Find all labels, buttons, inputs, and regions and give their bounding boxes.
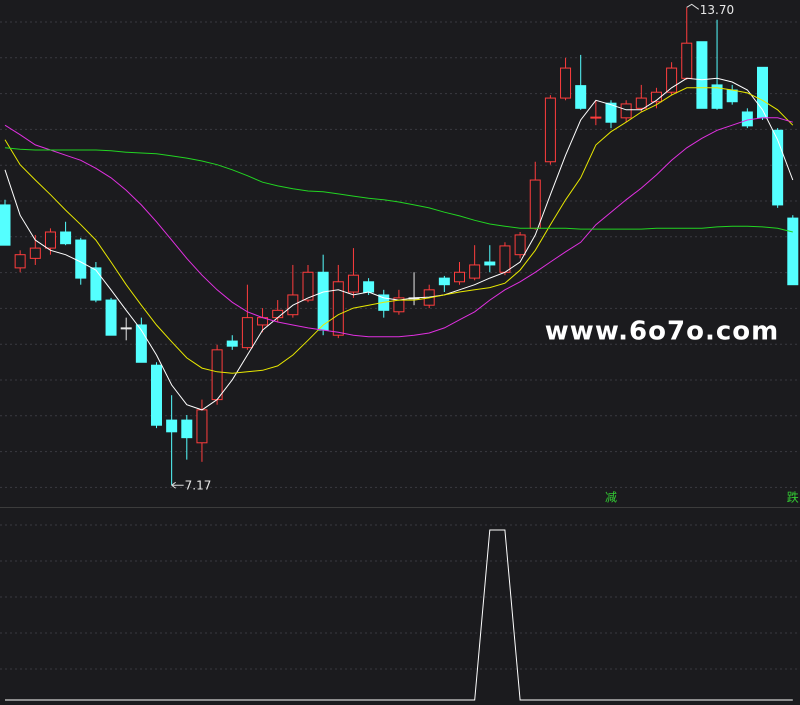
candle-body — [575, 85, 587, 109]
candle-body — [620, 103, 632, 119]
candle-body — [787, 217, 799, 286]
candle-body — [696, 41, 708, 109]
candle-body — [363, 281, 375, 293]
signal-annotation: 减 — [605, 491, 617, 505]
candle-body — [29, 247, 41, 259]
ma-line — [4, 87, 794, 374]
candle-body — [211, 349, 223, 401]
indicator-line — [5, 529, 793, 701]
candle-body — [105, 299, 117, 336]
candle-body — [75, 239, 87, 279]
candle-body — [605, 102, 617, 123]
signal-annotation: 跌 — [787, 490, 799, 505]
high-pointer — [686, 3, 700, 10]
candle-body — [469, 264, 481, 279]
candle-body — [560, 67, 572, 99]
candle-body — [347, 274, 359, 293]
candle-body — [226, 340, 238, 347]
candle-body — [90, 267, 102, 301]
candle-body — [196, 409, 208, 444]
high-label: 13.70 — [700, 3, 734, 17]
candle-body — [241, 317, 253, 349]
candle-body — [120, 327, 132, 330]
candle-body — [726, 89, 738, 103]
candle-body — [0, 204, 11, 246]
candle-body — [302, 271, 314, 301]
candle-body — [151, 364, 162, 426]
watermark: www.6o7o.com — [545, 317, 779, 347]
candle-body — [772, 129, 784, 206]
candle-body — [514, 234, 526, 256]
low-label: 7.17 — [185, 479, 212, 493]
low-pointer — [171, 481, 184, 489]
candle-body — [529, 179, 541, 229]
ma-line — [4, 117, 793, 338]
candle-body — [438, 277, 450, 286]
candle-body — [393, 297, 405, 313]
candle-body — [484, 261, 496, 266]
candle-body — [181, 419, 193, 439]
ma-line — [4, 147, 793, 233]
candle-body — [454, 271, 465, 283]
candle-body — [681, 42, 693, 79]
candle-body — [272, 309, 284, 319]
candle-body — [590, 116, 602, 119]
candle-body — [14, 254, 26, 269]
candle-body — [135, 324, 147, 363]
candle-body — [741, 111, 753, 127]
candle-body — [666, 67, 678, 93]
candle-body — [499, 245, 511, 273]
candle-body — [635, 97, 647, 109]
candle-body — [44, 231, 56, 249]
candle-body — [317, 271, 329, 331]
candle-body — [60, 231, 72, 245]
candle-body — [650, 91, 662, 103]
candle-body — [711, 84, 723, 109]
candle-body — [166, 419, 178, 433]
candle-body — [544, 97, 556, 163]
candle-body — [332, 281, 344, 336]
